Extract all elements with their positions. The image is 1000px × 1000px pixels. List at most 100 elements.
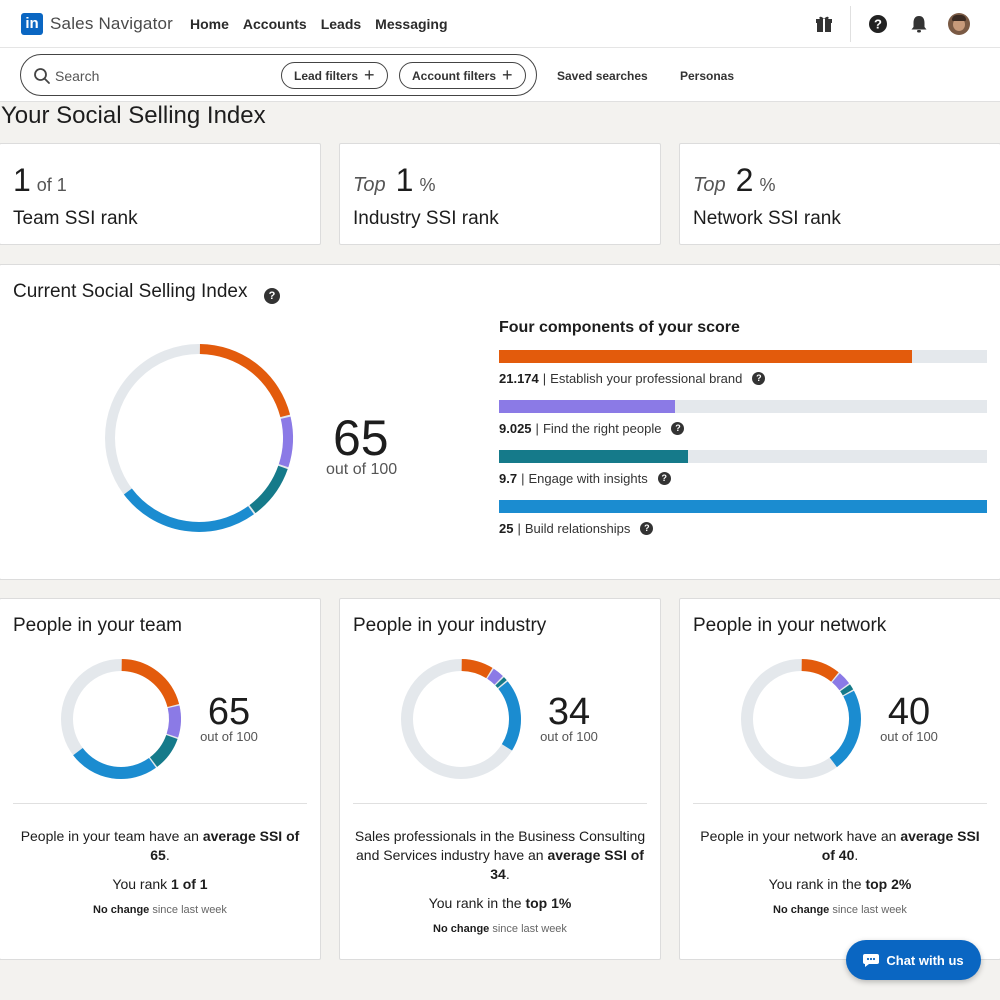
summary-bold: average SSI of 34 [490, 847, 644, 882]
component-name: Engage with insights [528, 471, 648, 486]
help-icon[interactable]: ? [640, 522, 654, 535]
components-title: Four components of your score [499, 319, 740, 336]
component-bar-brand-fill [499, 350, 913, 363]
donut-segment-people [278, 416, 293, 468]
component-name: Establish your professional brand [550, 371, 743, 386]
summary-text: People in your network have an [700, 828, 901, 844]
help-icon[interactable]: ? [868, 14, 888, 34]
nav-leads[interactable]: Leads [320, 16, 362, 32]
avatar-face [953, 18, 965, 31]
network-donut-chart [741, 659, 861, 779]
network-rank-label: Network SSI rank [693, 208, 841, 229]
divider [353, 803, 647, 804]
component-bar-brand [499, 350, 987, 363]
team-rank-card: 1 of 1 Team SSI rank [0, 143, 321, 245]
team-people-card: People in your team 65 out of 100 People… [0, 598, 321, 960]
industry-people-title: People in your industry [353, 615, 547, 636]
lead-filters-button[interactable]: Lead filters + [281, 62, 388, 89]
donut-segment-insights [840, 684, 854, 696]
summary-text: People in your team have an [20, 828, 203, 844]
network-people-title: People in your network [693, 615, 887, 636]
current-ssi-out-of: out of 100 [326, 461, 398, 478]
component-separator: | [517, 521, 521, 536]
rank-text: You rank [112, 876, 172, 892]
industry-summary: Sales professionals in the Business Cons… [353, 827, 647, 884]
component-bar-people [499, 400, 987, 413]
donut-segment-relationships [829, 690, 861, 768]
change-bold: No change [773, 904, 830, 916]
bell-icon[interactable] [909, 14, 929, 34]
donut-segment-brand [121, 659, 180, 708]
industry-rank-suffix: % [419, 175, 436, 195]
donut-segment-insights [495, 677, 507, 688]
linkedin-logo[interactable]: in [21, 13, 43, 35]
change-text: since last week [829, 904, 907, 916]
help-icon[interactable]: ? [752, 372, 766, 385]
chat-label: Chat with us [886, 952, 964, 968]
account-filters-label: Account filters [412, 68, 497, 83]
donut-segment-relationships [73, 747, 156, 779]
summary-bold: average SSI of 65 [150, 828, 300, 863]
nav-accounts[interactable]: Accounts [242, 16, 307, 32]
page-title: Your Social Selling Index [1, 102, 266, 129]
donut-segment-insights [149, 734, 178, 767]
team-rank-value-row: 1 of 1 [13, 162, 67, 199]
summary-end: . [505, 866, 510, 882]
team-rank-text: You rank 1 of 1 [13, 876, 307, 892]
network-rank-card: Top 2 % Network SSI rank [679, 143, 1000, 245]
component-value: 9.025 [499, 421, 532, 436]
component-name: Build relationships [524, 521, 631, 536]
avatar[interactable] [948, 13, 970, 35]
nav-divider [850, 6, 851, 42]
network-change: No change since last week [693, 904, 987, 916]
divider [13, 803, 307, 804]
industry-change: No change since last week [353, 923, 647, 935]
component-name: Find the right people [542, 421, 662, 436]
component-label-insights: 9.7 | Engage with insights ? [499, 471, 671, 486]
donut-segment-relationships [498, 681, 521, 751]
rank-bold: top 2% [865, 876, 912, 892]
industry-out-of: out of 100 [540, 729, 598, 744]
industry-score: 34 [547, 691, 591, 733]
industry-people-card: People in your industry 34 out of 100 Sa… [339, 598, 661, 960]
search-input[interactable] [55, 66, 255, 86]
lead-filters-label: Lead filters [294, 68, 359, 83]
component-separator: | [542, 371, 547, 386]
donut-segment-brand [801, 659, 839, 682]
component-label-brand: 21.174 | Establish your professional bra… [499, 371, 766, 386]
industry-rank-value-row: Top 1 % [353, 162, 435, 199]
network-score: 40 [887, 691, 931, 733]
network-out-of: out of 100 [880, 729, 938, 744]
change-text: since last week [149, 904, 227, 916]
component-value: 9.7 [499, 471, 518, 486]
help-icon[interactable]: ? [657, 472, 671, 485]
network-people-card: People in your network 40 out of 100 Peo… [679, 598, 1000, 960]
team-score: 65 [207, 691, 251, 733]
saved-searches-link[interactable]: Saved searches [557, 69, 648, 83]
personas-link[interactable]: Personas [680, 69, 735, 83]
industry-rank-label: Industry SSI rank [353, 208, 499, 229]
network-rank-suffix: % [759, 175, 776, 195]
help-icon[interactable]: ? [671, 422, 685, 435]
network-summary: People in your network have an average S… [693, 827, 987, 865]
team-out-of: out of 100 [200, 729, 258, 744]
nav-messaging[interactable]: Messaging [375, 16, 448, 32]
chat-with-us-button[interactable]: Chat with us [846, 940, 981, 980]
plus-icon: + [364, 64, 375, 85]
component-value: 25 [499, 521, 514, 536]
account-filters-button[interactable]: Account filters + [399, 62, 526, 89]
donut-segment-people [487, 668, 503, 685]
search-bar: Lead filters + Account filters + Saved s… [0, 48, 1000, 102]
rank-text: You rank in the [428, 895, 526, 911]
brand-name: Sales Navigator [50, 14, 174, 33]
nav-home[interactable]: Home [190, 16, 229, 32]
change-bold: No change [93, 904, 150, 916]
search-pill: Lead filters + Account filters + [20, 54, 537, 96]
component-separator: | [521, 471, 525, 486]
industry-rank-text: You rank in the top 1% [353, 895, 647, 911]
rank-bold: top 1% [525, 895, 572, 911]
help-icon[interactable]: ? [264, 288, 280, 304]
industry-donut-chart [401, 659, 521, 779]
donut-segment-brand [199, 344, 291, 418]
gift-icon[interactable] [814, 14, 834, 34]
